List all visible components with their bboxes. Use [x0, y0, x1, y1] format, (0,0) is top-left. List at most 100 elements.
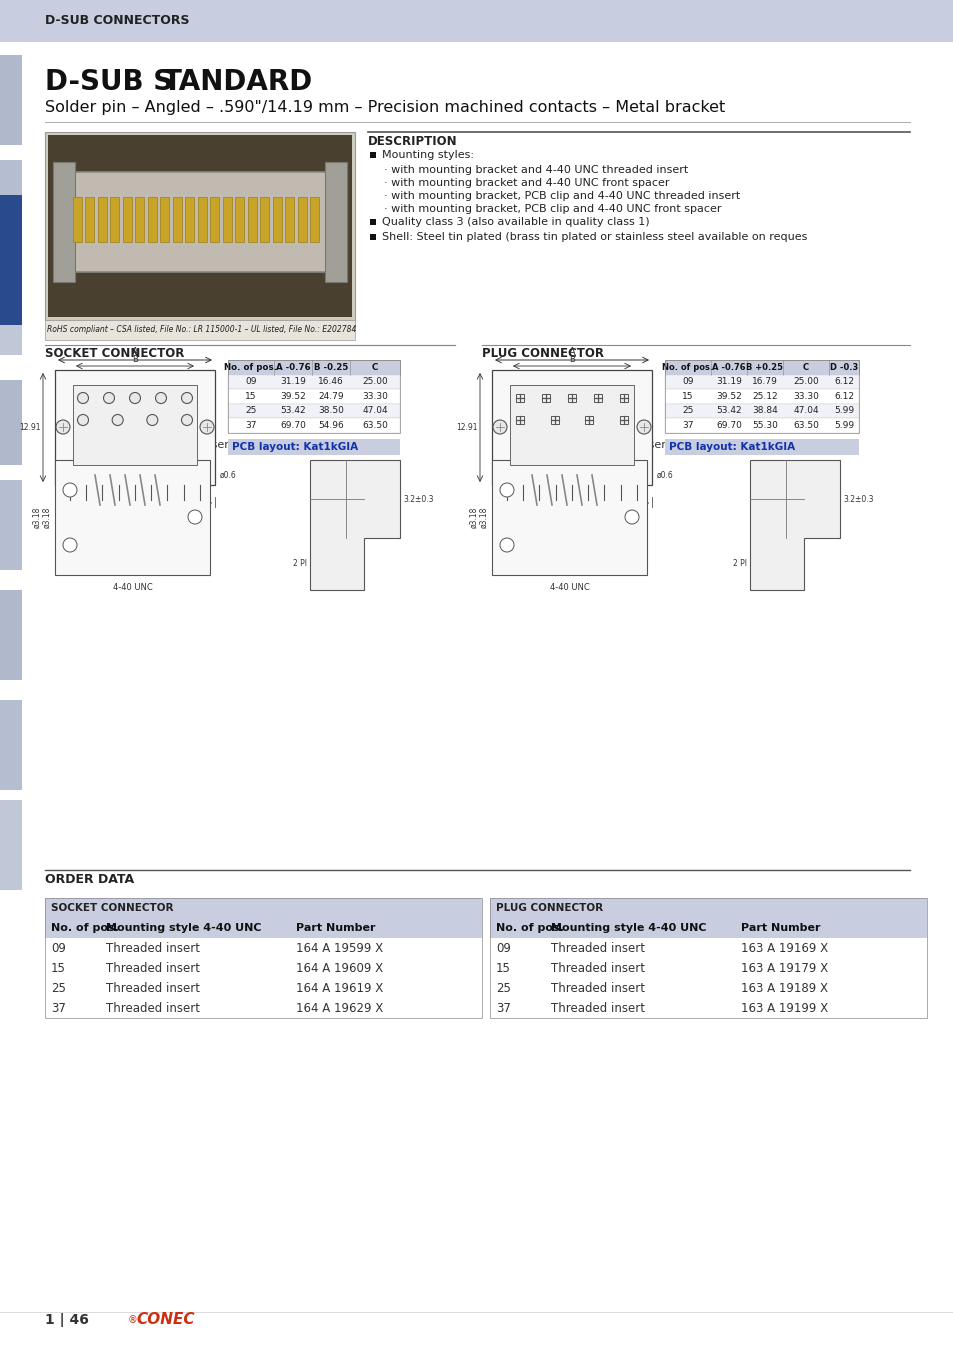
Bar — [310, 197, 319, 242]
Bar — [211, 197, 219, 242]
Text: Threaded insert: Threaded insert — [551, 941, 644, 954]
Bar — [490, 998, 926, 1018]
Text: 09: 09 — [245, 377, 256, 386]
Bar — [45, 977, 481, 998]
Bar — [172, 197, 182, 242]
Bar — [48, 135, 352, 317]
Text: ø3.18: ø3.18 — [32, 506, 42, 528]
Text: TANDARD: TANDARD — [163, 68, 313, 96]
Bar — [510, 385, 634, 464]
Text: Part Number: Part Number — [740, 923, 820, 933]
Bar — [490, 977, 926, 998]
Text: C: C — [802, 363, 808, 371]
Text: 1 | 46: 1 | 46 — [45, 1314, 89, 1327]
Text: 4-40 UNC: 4-40 UNC — [549, 583, 589, 593]
Text: ø3.18: ø3.18 — [479, 506, 488, 528]
Text: 09: 09 — [681, 377, 693, 386]
Bar — [0, 0, 953, 42]
Text: 33.30: 33.30 — [792, 392, 818, 401]
Bar — [0, 801, 22, 890]
Bar — [228, 418, 399, 432]
Text: 3.2±0.3: 3.2±0.3 — [842, 494, 873, 504]
Bar — [148, 197, 157, 242]
Text: Mounting styles:: Mounting styles: — [381, 150, 474, 161]
Text: ø0.6: ø0.6 — [657, 471, 673, 479]
Circle shape — [624, 510, 639, 524]
Text: RoHS compliant – CSA listed, File No.: LR 115000-1 – UL listed, File No.: E20278: RoHS compliant – CSA listed, File No.: L… — [47, 325, 356, 335]
Text: C: C — [132, 505, 138, 514]
Text: 25: 25 — [245, 406, 256, 416]
Bar — [297, 197, 307, 242]
Circle shape — [188, 510, 202, 524]
Text: 16.46: 16.46 — [317, 377, 343, 386]
Text: 39.52: 39.52 — [716, 392, 741, 401]
Text: 2 Pl: 2 Pl — [732, 559, 746, 568]
Text: Threaded insert: Threaded insert — [106, 941, 200, 954]
Text: 69.70: 69.70 — [280, 421, 306, 429]
Text: 12.91: 12.91 — [19, 423, 41, 432]
Bar — [111, 197, 119, 242]
Bar — [516, 416, 523, 424]
Text: · with mounting bracket, PCB clip and 4-40 UNC threaded insert: · with mounting bracket, PCB clip and 4-… — [384, 190, 740, 201]
Text: 6.35±0.3: 6.35±0.3 — [337, 446, 373, 455]
Text: 163 A 19199 X: 163 A 19199 X — [740, 1002, 827, 1014]
Text: Threaded insert: Threaded insert — [551, 961, 644, 975]
Text: SOCKET CONNECTOR: SOCKET CONNECTOR — [45, 347, 184, 360]
Text: 47.04: 47.04 — [792, 406, 818, 416]
Text: 25: 25 — [496, 981, 511, 995]
Text: Part Number: Part Number — [295, 923, 375, 933]
Text: No. of pos.: No. of pos. — [51, 923, 119, 933]
Text: 163 A 19169 X: 163 A 19169 X — [740, 941, 827, 954]
Bar — [0, 481, 22, 570]
Bar — [53, 162, 75, 282]
Text: ORDER DATA: ORDER DATA — [45, 873, 134, 886]
Bar — [490, 958, 926, 977]
Text: 55.30: 55.30 — [751, 421, 777, 429]
Text: · with mounting bracket and 4-40 UNC front spacer: · with mounting bracket and 4-40 UNC fro… — [384, 178, 669, 188]
Bar — [273, 197, 282, 242]
Text: 47.04: 47.04 — [362, 406, 388, 416]
Bar — [490, 898, 926, 918]
Text: SOCKET CONNECTOR: SOCKET CONNECTOR — [51, 903, 173, 913]
Bar — [223, 197, 232, 242]
Text: 4-40 UNC: 4-40 UNC — [112, 583, 152, 593]
Circle shape — [493, 420, 506, 433]
Text: D -0.3: D -0.3 — [829, 363, 858, 371]
Circle shape — [130, 393, 140, 404]
Bar — [516, 394, 523, 402]
Bar — [285, 197, 294, 242]
Text: ø0.6: ø0.6 — [220, 471, 236, 479]
Text: Quality class 3 (also available in quality class 1): Quality class 3 (also available in quali… — [381, 217, 649, 227]
Text: 53.42: 53.42 — [280, 406, 306, 416]
Bar — [370, 151, 376, 158]
Bar — [45, 918, 481, 938]
Text: ø3.18: ø3.18 — [469, 506, 478, 528]
Bar — [664, 374, 858, 389]
Text: B: B — [569, 355, 575, 364]
Text: 37: 37 — [681, 421, 693, 429]
Text: D-SUB S: D-SUB S — [45, 68, 173, 96]
Text: 164 A 19599 X: 164 A 19599 X — [295, 941, 383, 954]
Bar — [228, 374, 399, 389]
Bar — [370, 219, 376, 225]
Text: Threaded insert: Threaded insert — [106, 1002, 200, 1014]
Bar — [228, 360, 399, 374]
Text: A -0.76: A -0.76 — [712, 363, 745, 371]
Bar — [86, 197, 94, 242]
Bar — [228, 439, 399, 455]
Circle shape — [181, 393, 193, 404]
Bar — [0, 161, 22, 250]
Text: C: C — [568, 505, 575, 514]
Text: ø3.18: ø3.18 — [43, 506, 51, 528]
Circle shape — [147, 414, 157, 425]
Bar — [490, 918, 926, 938]
Bar — [0, 265, 22, 355]
Bar — [55, 370, 214, 485]
Text: 164 A 19609 X: 164 A 19609 X — [295, 961, 383, 975]
Text: 6.12: 6.12 — [833, 392, 853, 401]
Text: B +0.25: B +0.25 — [745, 363, 782, 371]
Circle shape — [112, 414, 123, 425]
Bar — [0, 194, 22, 325]
Bar — [664, 418, 858, 432]
Polygon shape — [749, 460, 840, 590]
